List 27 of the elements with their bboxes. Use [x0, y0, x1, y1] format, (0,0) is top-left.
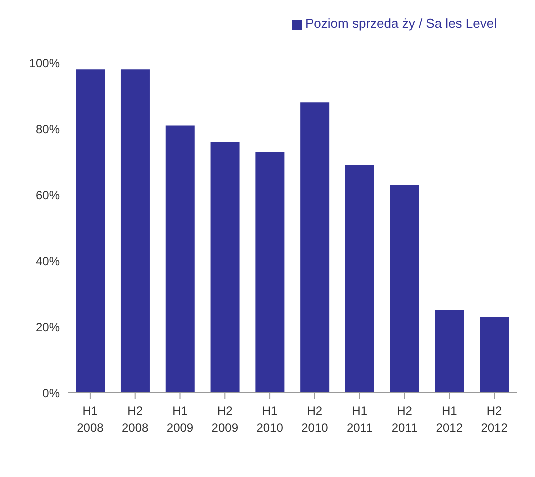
x-tick-label: H1 2012 — [436, 404, 464, 435]
bar — [345, 165, 374, 393]
x-tick-label: H1 2011 — [346, 404, 374, 435]
x-tick-label: H1 2009 — [166, 404, 194, 435]
bar — [390, 185, 420, 393]
bar — [435, 310, 464, 393]
y-tick-label: 100% — [29, 56, 60, 70]
bar — [76, 70, 106, 393]
bar — [166, 126, 195, 393]
legend-label: Poziom sprzeda ży / Sa les Level — [306, 16, 497, 31]
y-tick-label: 0% — [42, 386, 60, 400]
y-tick-label: 60% — [36, 188, 60, 202]
bar — [300, 102, 330, 393]
x-tick-label: H2 2011 — [392, 404, 418, 435]
y-tick-label: 80% — [36, 122, 60, 136]
bar — [480, 317, 510, 393]
x-tick-label: H2 2009 — [212, 404, 239, 435]
x-tick-label: H2 2008 — [122, 404, 150, 435]
x-tick-label: H2 2010 — [302, 404, 329, 435]
y-tick-label: 40% — [36, 254, 60, 268]
bar — [120, 70, 150, 393]
x-tick-label: H2 2012 — [481, 404, 508, 435]
bar — [256, 152, 285, 393]
y-tick-label: 20% — [36, 320, 60, 334]
bar — [210, 142, 240, 393]
x-tick-label: H1 2008 — [77, 404, 104, 435]
x-tick-label: H1 2010 — [256, 404, 284, 435]
